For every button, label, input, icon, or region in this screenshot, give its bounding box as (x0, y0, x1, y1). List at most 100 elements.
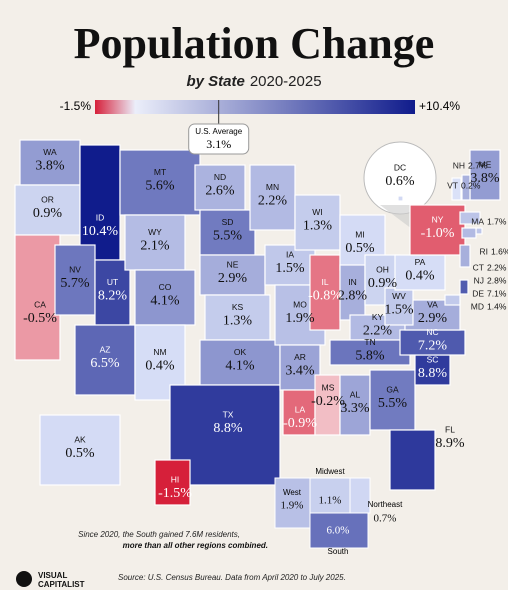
state-code: AR (294, 352, 306, 362)
state-value: 1.3% (303, 219, 333, 234)
state (451, 177, 462, 201)
brand-logo (16, 571, 32, 587)
state-value: 5.5% (378, 396, 408, 411)
state-value: -1.5% (158, 486, 192, 501)
state-value: 1.5% (275, 261, 305, 276)
state-value: 1.7% (487, 216, 507, 226)
source: Source: U.S. Census Bureau. Data from Ap… (118, 573, 346, 582)
state-value: 0.4% (405, 269, 435, 284)
state-value: -0.8% (308, 289, 342, 304)
state-value: 2.2% (258, 194, 288, 209)
states (14, 139, 501, 506)
state-value: 4.1% (225, 359, 255, 374)
labels: WA 3.8% OR 0.9% CA -0.5% ID 10.4% NV 5.7% UT 8.2% AZ… (23, 147, 508, 501)
state (444, 294, 461, 306)
state-code: CA (34, 299, 46, 309)
state-value: 8.2% (98, 289, 128, 304)
state (19, 139, 81, 186)
state (459, 279, 469, 295)
annotation: Since 2020, the South gained 7.6M reside… (78, 530, 240, 539)
state-code: HI (171, 474, 180, 484)
state-value: 0.9% (33, 206, 63, 221)
state-code: IA (286, 249, 294, 259)
state-value: 7.1% (487, 288, 507, 298)
state-code: ND (214, 172, 226, 182)
state (389, 429, 436, 491)
state-value: 3.4% (285, 364, 315, 379)
state-code: DC (394, 162, 406, 172)
state (194, 164, 246, 211)
region-name: South (328, 547, 349, 556)
region-name: West (283, 488, 302, 497)
state-code: WA (43, 147, 57, 157)
state-code: OR (41, 194, 54, 204)
state-code: NY (432, 214, 444, 224)
state-code: MN (266, 182, 279, 192)
state-value: 5.5% (213, 229, 243, 244)
state-code: NC (426, 327, 438, 337)
state-value: 10.4% (82, 224, 119, 239)
state-value: 2.9% (418, 311, 448, 326)
legend-bar (95, 100, 415, 114)
state-code: UT (107, 277, 118, 287)
state-value: 0.2% (461, 180, 481, 190)
state-value: 2.2% (487, 262, 507, 272)
state (204, 294, 271, 341)
state-value: 8.8% (418, 366, 448, 381)
state (94, 259, 131, 326)
state-value: 2.6% (205, 184, 235, 199)
region-name: Midwest (315, 467, 345, 476)
average-value: 3.1% (206, 137, 231, 151)
state-code: MD (471, 301, 484, 311)
state-value: 2.1% (140, 239, 170, 254)
state (134, 269, 196, 326)
state-value: 5.8% (355, 349, 385, 364)
state-value: 8.8% (213, 421, 243, 436)
state (461, 227, 477, 239)
state-value: 8.9% (435, 436, 465, 451)
state (459, 244, 471, 268)
state-value: 1.5% (384, 303, 414, 318)
state-code: OK (234, 347, 247, 357)
state (384, 287, 414, 326)
state-value: 1.4% (487, 301, 507, 311)
state-code: CT (473, 262, 484, 272)
title: Population Change (74, 19, 435, 68)
region (274, 477, 311, 529)
annotation-emphasis: more than all other regions combined. (123, 541, 268, 550)
state-code: IN (348, 277, 357, 287)
state (79, 144, 121, 261)
state-value: 3.8% (470, 171, 500, 186)
state-code: VA (427, 299, 438, 309)
state-code: IL (321, 277, 328, 287)
state (461, 174, 471, 201)
state-value: -0.2% (311, 394, 345, 409)
brand-1: VISUAL (38, 571, 67, 580)
state-value: -1.0% (421, 226, 455, 241)
state-value: 0.5% (65, 446, 95, 461)
state-value: 7.2% (418, 339, 448, 354)
state (314, 374, 341, 436)
legend-min: -1.5% (60, 99, 92, 113)
state (409, 204, 466, 256)
state-code: MI (355, 229, 364, 239)
state (414, 354, 451, 386)
state (475, 227, 483, 235)
state-code: WV (392, 291, 406, 301)
state-code: MS (322, 382, 335, 392)
state (154, 459, 191, 506)
state-code: AL (350, 389, 361, 399)
average-title: U.S. Average (195, 127, 243, 136)
state-code: DE (472, 288, 484, 298)
state-value: 2.8% (338, 289, 368, 304)
state-code: AK (74, 434, 86, 444)
state (397, 195, 404, 202)
state-code: NM (153, 347, 166, 357)
state-value: 1.3% (223, 314, 253, 329)
region (349, 477, 371, 514)
state (124, 214, 186, 271)
state-value: 6.5% (90, 356, 120, 371)
state-code: AZ (100, 344, 111, 354)
state-value: 2.7% (468, 160, 488, 170)
